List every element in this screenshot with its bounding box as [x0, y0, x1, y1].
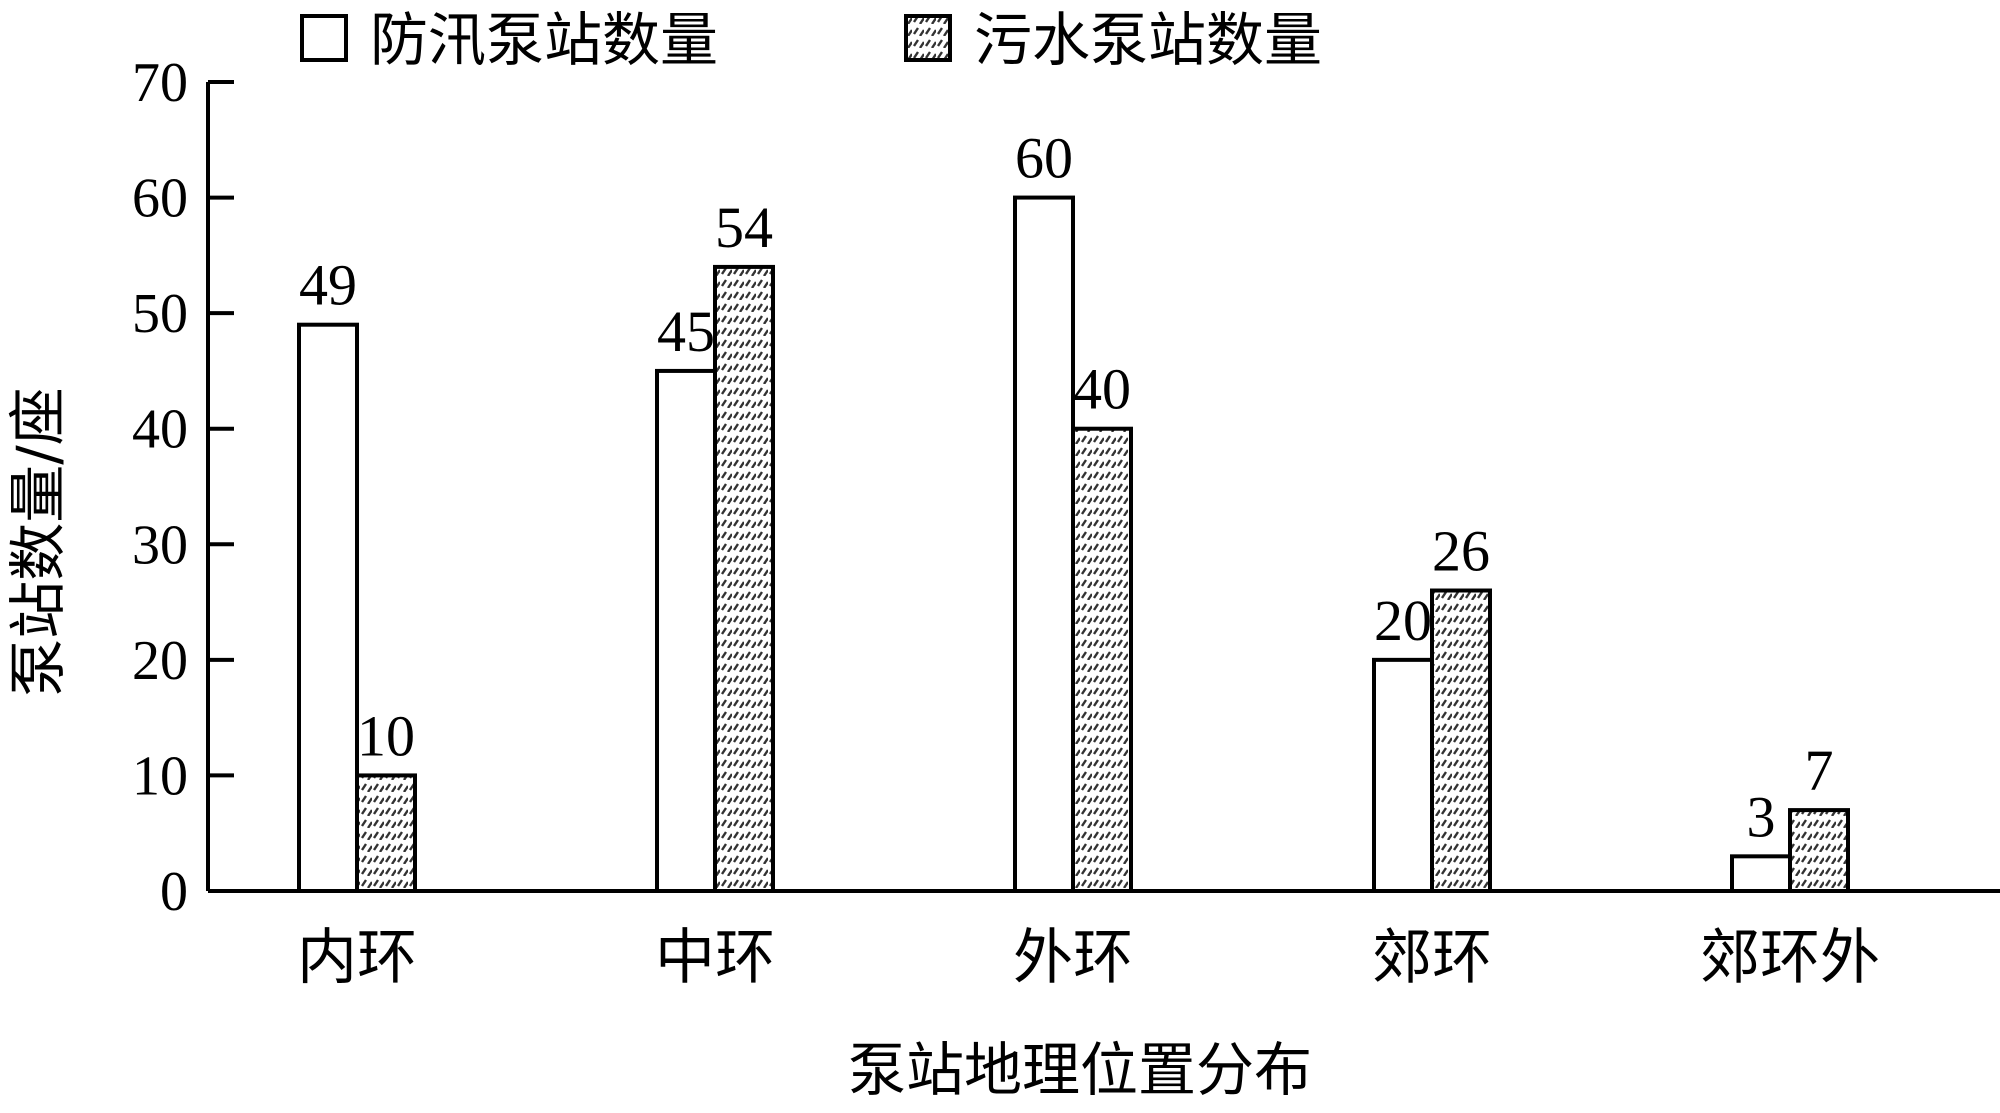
legend-flood: 防汛泵站数量: [300, 6, 718, 74]
flood-pump-bar: [655, 368, 717, 893]
legend-sewage: 污水泵站数量: [904, 6, 1322, 74]
y-tick-label: 60: [132, 168, 188, 230]
y-axis-title: 泵站数量/座: [4, 387, 72, 697]
flood-pump-bar: [1372, 657, 1434, 893]
bar-value-label: 26: [1432, 519, 1490, 584]
x-category-label: 外环: [1013, 923, 1133, 993]
bars: 49 45 60 20 3 10 54 40 26 7: [297, 126, 1850, 894]
flood-pump-bar: [1013, 195, 1075, 894]
y-tick-label: 50: [132, 283, 188, 345]
legend-swatch: [300, 14, 348, 62]
bar-value-label: 49: [299, 253, 357, 318]
flood-pump-bar: [1730, 854, 1792, 893]
x-category-label: 中环: [655, 923, 775, 993]
x-category-label: 郊环外: [1700, 923, 1880, 993]
bar-value-label: 20: [1374, 588, 1432, 653]
y-tick-label: 70: [132, 52, 188, 114]
legend-label: 污水泵站数量: [974, 6, 1322, 74]
x-category-label: 郊环: [1372, 923, 1492, 993]
sewage-pump-bar: [355, 773, 417, 894]
y-tick-label: 20: [132, 630, 188, 692]
y-axis: 0 10 20 30 40 50 60 70: [132, 52, 234, 923]
legend-label: 防汛泵站数量: [370, 6, 718, 74]
sewage-pump-bar: [1788, 808, 1850, 893]
bar-value-label: 10: [357, 703, 415, 768]
y-tick-label: 30: [132, 514, 188, 576]
bar-value-label: 54: [715, 195, 773, 260]
x-axis-title: 泵站地理位置分布: [848, 1036, 1312, 1104]
legend-swatch: [904, 14, 952, 62]
sewage-pump-bar: [1071, 426, 1133, 893]
bar-value-label: 60: [1015, 126, 1073, 191]
sewage-pump-bar: [713, 264, 775, 893]
bar-value-label: 3: [1747, 784, 1776, 849]
bar-value-label: 40: [1073, 357, 1131, 422]
bar-value-label: 7: [1805, 738, 1834, 803]
x-axis: 内环 中环 外环 郊环 郊环外: [208, 889, 2000, 993]
legend: 防汛泵站数量 污水泵站数量: [300, 6, 1322, 74]
flood-pump-bar: [297, 322, 359, 893]
sewage-pump-bar: [1430, 588, 1492, 893]
y-tick-label: 40: [132, 399, 188, 461]
x-category-label: 内环: [297, 923, 417, 993]
y-tick-label: 0: [160, 861, 188, 923]
y-tick-label: 10: [132, 745, 188, 807]
bar-value-label: 45: [657, 299, 715, 364]
